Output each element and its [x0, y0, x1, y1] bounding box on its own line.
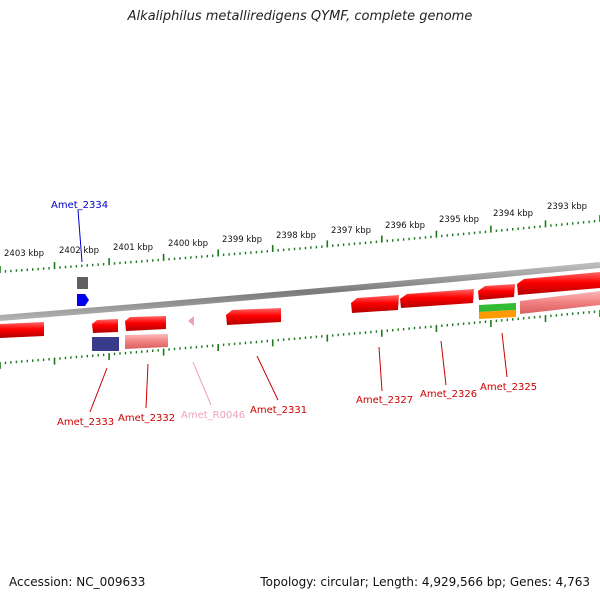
leader-line [440, 340, 447, 386]
gene-feature[interactable] [351, 295, 399, 313]
map-title: Alkaliphilus metalliredigens QYMF, compl… [127, 9, 473, 24]
tick-label: 2401 kbp [113, 243, 153, 253]
leader-line [77, 209, 83, 263]
forward-genes [77, 272, 600, 313]
gene-feature[interactable] [0, 322, 44, 338]
gene-feature[interactable] [188, 316, 194, 326]
gene-label-amet-2331[interactable]: Amet_2331 [250, 405, 307, 416]
leader-line [145, 363, 149, 409]
leader-line [378, 346, 383, 392]
gene-feature[interactable] [400, 289, 474, 308]
genome-backbone [0, 262, 600, 321]
gene-label-amet-r0046[interactable]: Amet_R0046 [181, 410, 245, 421]
gene-label-amet-2334[interactable]: Amet_2334 [51, 200, 108, 211]
gene-feature[interactable] [226, 308, 281, 325]
leader-line [192, 361, 212, 406]
tick-label: 2399 kbp [222, 235, 262, 245]
gene-feature[interactable] [479, 303, 516, 312]
label-leader-lines [77, 209, 508, 413]
gene-label-amet-2333[interactable]: Amet_2333 [57, 417, 114, 428]
tick-label: 2397 kbp [331, 226, 371, 236]
gene-feature[interactable] [92, 319, 118, 333]
scale-tick-labels: 2403 kbp 2402 kbp 2401 kbp 2400 kbp 2399… [4, 202, 587, 259]
tick-label: 2402 kbp [59, 246, 99, 256]
gene-label-amet-2332[interactable]: Amet_2332 [118, 413, 175, 424]
tick-label: 2403 kbp [4, 249, 44, 259]
gene-feature[interactable] [478, 284, 515, 300]
tick-label: 2400 kbp [168, 239, 208, 249]
gene-label-amet-2325[interactable]: Amet_2325 [480, 382, 537, 393]
gene-feature[interactable] [92, 337, 119, 351]
gene-feature[interactable] [479, 310, 516, 319]
genome-summary: Topology: circular; Length: 4,929,566 bp… [260, 575, 590, 589]
tick-label: 2396 kbp [385, 221, 425, 231]
outer-scale-ticks [0, 215, 600, 273]
leader-line [256, 355, 279, 401]
inner-genes [0, 291, 600, 351]
tick-label: 2398 kbp [276, 231, 316, 241]
gene-labels: Amet_2334 Amet_2333 Amet_2332 Amet_R0046… [51, 200, 537, 428]
gene-label-amet-2327[interactable]: Amet_2327 [356, 395, 413, 406]
gene-feature[interactable] [77, 277, 88, 289]
leader-line [501, 332, 508, 378]
leader-line [89, 367, 108, 413]
gene-feature[interactable] [77, 294, 89, 306]
accession-text: Accession: NC_009633 [9, 575, 146, 589]
gene-feature[interactable] [125, 316, 166, 331]
tick-label: 2393 kbp [547, 202, 587, 212]
gene-feature[interactable] [520, 291, 600, 314]
gene-feature[interactable] [125, 334, 168, 349]
gene-label-amet-2326[interactable]: Amet_2326 [420, 389, 477, 400]
gene-feature[interactable] [517, 272, 600, 295]
tick-label: 2394 kbp [493, 209, 533, 219]
tick-label: 2395 kbp [439, 215, 479, 225]
inner-scale-ticks [0, 310, 600, 369]
